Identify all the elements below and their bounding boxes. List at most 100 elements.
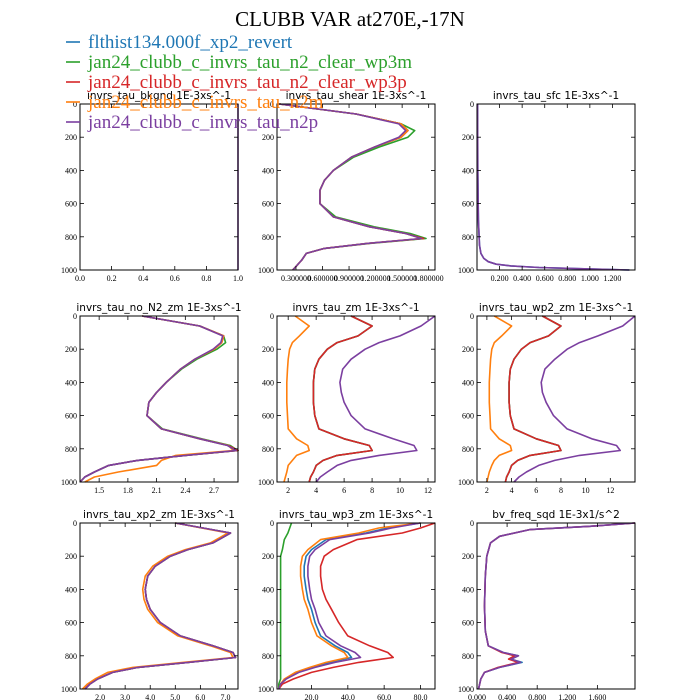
plot-frame — [276, 522, 436, 690]
x-tick-label: 2 — [485, 486, 489, 495]
x-tick-label: 4.0 — [145, 693, 155, 700]
panel-8: invrs_tau_wp3_zm 1E-3xs^-1 0 200 400 600 800 1… — [258, 509, 436, 700]
series-line-n2p — [513, 315, 636, 483]
panel-title: invrs_tau_xp2_zm 1E-3xs^-1 — [83, 509, 235, 521]
x-tick-label: 1.8 — [123, 486, 133, 495]
legend-item-flthist: flthist134.000f_xp2_revert — [66, 32, 293, 53]
x-tick-label: 7.0 — [220, 693, 230, 700]
legend-item-wp3p: jan24_clubb_c_invrs_tau_n2_clear_wp3p — [66, 72, 407, 93]
y-tick-label: 1000 — [61, 685, 77, 694]
x-tick-label: 0.600000 — [308, 274, 338, 283]
series-line-n2p — [84, 522, 237, 690]
x-tick-label: 2.7 — [209, 486, 219, 495]
x-tick-label: 40.0 — [341, 693, 355, 700]
x-tick-label: 1.500000 — [387, 274, 417, 283]
x-tick-label: 8 — [559, 486, 563, 495]
panel-7: invrs_tau_xp2_zm 1E-3xs^-1 0 200 400 600 800 1… — [61, 509, 239, 700]
plot-frame — [476, 315, 636, 483]
x-tick-label: 0.800 — [558, 274, 576, 283]
y-tick-label: 200 — [462, 552, 474, 561]
y-tick-label: 0 — [73, 312, 77, 321]
panel-title: invrs_tau_shear 1E-3xs^-1 — [286, 90, 427, 102]
x-tick-label: 0.6 — [170, 274, 180, 283]
x-tick-label: 1.200 — [603, 274, 621, 283]
series-line-wp3p — [504, 315, 562, 483]
y-tick-label: 200 — [262, 552, 274, 561]
legend-label: flthist134.000f_xp2_revert — [88, 32, 293, 53]
y-tick-label: 800 — [65, 652, 77, 661]
x-tick-label: 1.200 — [558, 693, 576, 700]
y-tick-label: 0 — [270, 519, 274, 528]
x-tick-label: 2 — [286, 486, 290, 495]
x-tick-label: 4 — [314, 486, 318, 495]
series-line-n2p — [476, 103, 630, 271]
x-tick-label: 6 — [534, 486, 538, 495]
x-tick-label: 0.900000 — [334, 274, 364, 283]
y-tick-label: 1000 — [258, 685, 274, 694]
x-tick-label: 0.400 — [513, 274, 531, 283]
x-tick-label: 1.800000 — [414, 274, 444, 283]
y-tick-label: 200 — [262, 345, 274, 354]
x-tick-label: 0.2 — [107, 274, 117, 283]
y-tick-label: 400 — [262, 585, 274, 594]
x-tick-label: 1.000 — [581, 274, 599, 283]
series-line-n2m — [84, 315, 234, 483]
panel-title: invrs_tau_bkgnd 1E-3xs^-1 — [87, 90, 231, 102]
series-line-n2p — [315, 315, 436, 483]
y-tick-label: 200 — [262, 133, 274, 142]
y-tick-label: 0 — [270, 100, 274, 109]
y-tick-label: 200 — [65, 552, 77, 561]
legend-item-wp3m: jan24_clubb_c_invrs_tau_n2_clear_wp3m — [66, 52, 412, 73]
panel-title: invrs_tau_sfc 1E-3xs^-1 — [493, 90, 619, 102]
y-tick-label: 400 — [65, 585, 77, 594]
series-line-wp3m — [277, 522, 293, 689]
y-tick-label: 600 — [65, 412, 77, 421]
series-line-wp3p — [477, 522, 636, 690]
panel-title: invrs_tau_wp2_zm 1E-3xs^-1 — [479, 302, 633, 314]
series-line-wp3p — [79, 315, 239, 483]
y-tick-label: 0 — [470, 519, 474, 528]
y-tick-label: 400 — [462, 166, 474, 175]
y-tick-label: 0 — [270, 312, 274, 321]
y-tick-label: 800 — [65, 445, 77, 454]
y-tick-label: 1000 — [258, 266, 274, 275]
y-tick-label: 800 — [65, 233, 77, 242]
panel-3: invrs_tau_sfc 1E-3xs^-1 0 200 400 600 800 1000… — [458, 90, 636, 283]
plot-frame — [476, 103, 636, 271]
x-tick-label: 0.800 — [528, 693, 546, 700]
x-tick-label: 4 — [510, 486, 514, 495]
x-tick-label: 0.400 — [498, 693, 516, 700]
series-line-n2p — [79, 315, 237, 483]
legend: flthist134.000f_xp2_revertjan24_clubb_c_… — [66, 32, 412, 133]
x-tick-label: 2.4 — [180, 486, 190, 495]
x-tick-label: 5.0 — [170, 693, 180, 700]
y-tick-label: 800 — [262, 445, 274, 454]
figure-title: CLUBB VAR at270E,-17N — [235, 7, 465, 31]
x-tick-label: 2.1 — [152, 486, 162, 495]
x-tick-label: 12 — [606, 486, 614, 495]
x-tick-label: 6.0 — [195, 693, 205, 700]
y-tick-label: 600 — [462, 412, 474, 421]
y-tick-label: 800 — [462, 445, 474, 454]
x-tick-label: 60.0 — [377, 693, 391, 700]
x-tick-label: 1.600 — [588, 693, 606, 700]
y-tick-label: 1000 — [458, 685, 474, 694]
x-tick-label: 0.8 — [201, 274, 211, 283]
y-tick-label: 200 — [462, 133, 474, 142]
x-tick-label: 1.0 — [233, 274, 243, 283]
y-tick-label: 800 — [462, 233, 474, 242]
series-line-wp3p — [308, 315, 373, 483]
y-tick-label: 0 — [73, 100, 77, 109]
panels-group: invrs_tau_bkgnd 1E-3xs^-1020040060080010… — [61, 90, 636, 700]
plot-frame — [276, 315, 436, 483]
x-tick-label: 80.0 — [413, 693, 427, 700]
legend-label: jan24_clubb_c_invrs_tau_n2_clear_wp3m — [87, 52, 412, 73]
series-line-flthist — [476, 103, 630, 271]
plot-frame — [79, 522, 239, 690]
y-tick-label: 400 — [262, 378, 274, 387]
x-tick-label: 0.0 — [75, 274, 85, 283]
y-tick-label: 1000 — [61, 478, 77, 487]
legend-item-n2p: jan24_clubb_c_invrs_tau_n2p — [66, 112, 318, 133]
x-tick-label: 10 — [582, 486, 590, 495]
series-line-n2m — [486, 315, 513, 483]
